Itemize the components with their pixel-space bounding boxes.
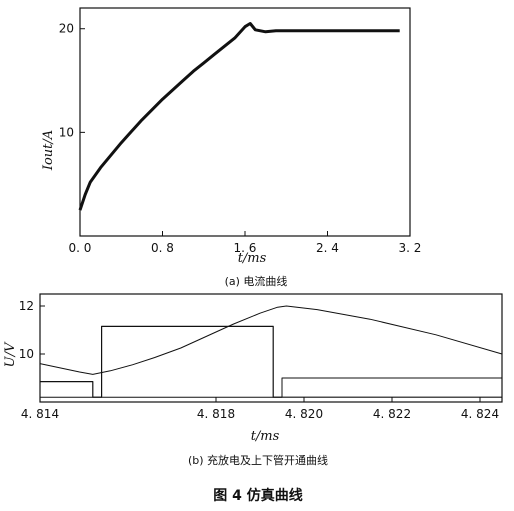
chart-a: 0. 0 0. 8 1. 6 2. 4 3. 2 10 20 Iout/A t/ms (a…	[41, 7, 422, 288]
b-ytick-label-1: 12	[19, 299, 34, 313]
chart-a-plot-frame	[79, 7, 411, 237]
a-xtick-label-0: 0. 0	[69, 241, 92, 255]
chart-a-ylabel: Iout/A	[41, 130, 56, 171]
a-xtick-label-2: 1. 6	[234, 241, 257, 255]
a-series-line-0	[78, 22, 400, 211]
chart-b-xlabel: t/ms	[251, 429, 280, 444]
b-xtick-label-1: 4. 818	[197, 407, 235, 421]
a-ytick-label-1: 20	[59, 22, 74, 36]
b-series-line-0	[39, 305, 503, 375]
b-ytick-label-0: 10	[19, 347, 34, 361]
a-ytick-label-0: 10	[59, 125, 74, 139]
b-xtick-label-3: 4. 822	[373, 407, 411, 421]
chart-a-xlabel: t/ms	[238, 251, 267, 266]
b-series-line-1	[40, 325, 502, 398]
chart-b-plot-frame	[39, 293, 503, 403]
chart-b-ylabel: U/V	[3, 341, 18, 367]
chart-b-caption: (b) 充放电及上下管开通曲线	[188, 453, 328, 467]
b-xtick-label-4: 4. 824	[461, 407, 499, 421]
figure-title: 图 4 仿真曲线	[213, 487, 303, 504]
b-xtick-label-2: 4. 820	[285, 407, 323, 421]
a-xtick-label-4: 3. 2	[399, 241, 422, 255]
b-series-line-2	[40, 377, 502, 398]
a-xtick-label-3: 2. 4	[316, 241, 339, 255]
chart-a-caption: (a) 电流曲线	[225, 274, 288, 288]
a-xtick-label-1: 0. 8	[151, 241, 174, 255]
b-xtick-label-0: 4. 814	[21, 407, 59, 421]
